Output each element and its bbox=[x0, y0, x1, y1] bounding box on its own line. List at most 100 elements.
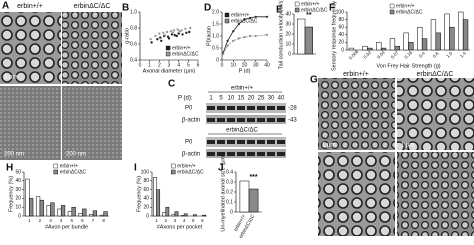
bar bbox=[174, 211, 179, 217]
x-tick-label: 4 bbox=[60, 218, 63, 223]
panel-letter: H bbox=[6, 163, 13, 174]
x-tick-label: 0.4 bbox=[418, 50, 426, 58]
time-label: 40 bbox=[278, 96, 285, 102]
x-tick-label: 40 bbox=[264, 62, 270, 68]
time-label: 30 bbox=[268, 96, 275, 102]
band bbox=[257, 140, 265, 144]
bar bbox=[367, 47, 373, 51]
x-tick-label: 5 bbox=[71, 218, 74, 223]
point bbox=[158, 32, 161, 35]
y-axis-label: P0/actin bbox=[206, 26, 212, 46]
time-label: 15 bbox=[238, 96, 245, 102]
point bbox=[237, 37, 240, 40]
x-tick-label: 0.008 bbox=[348, 49, 360, 61]
y-tick-label: 0.5 bbox=[212, 45, 219, 51]
y-tick-label: 100 bbox=[336, 9, 345, 15]
row-label: β-actin bbox=[182, 152, 200, 158]
x-tick-label: 1 bbox=[28, 218, 31, 223]
bar bbox=[39, 199, 44, 217]
x-tick-label: 1.0 bbox=[445, 50, 453, 58]
x-tick-label: 6 bbox=[81, 218, 84, 223]
band bbox=[247, 118, 255, 122]
point bbox=[184, 27, 187, 30]
x-tick-label: 3 bbox=[174, 218, 177, 223]
band bbox=[267, 106, 275, 110]
y-tick-label: 20 bbox=[15, 196, 21, 202]
blot bbox=[206, 103, 286, 113]
legend-swatch bbox=[389, 9, 395, 15]
panel-letter: B bbox=[122, 3, 129, 14]
point bbox=[180, 29, 183, 32]
scale-label: 1 µm bbox=[401, 143, 414, 149]
x-tick-label: 0 bbox=[139, 62, 142, 68]
label: erbin+/+ bbox=[343, 71, 369, 78]
band bbox=[207, 118, 215, 122]
bar bbox=[57, 208, 62, 217]
bar bbox=[389, 38, 396, 51]
size-label: -43 bbox=[288, 118, 297, 124]
legend-label: erbin+/+ bbox=[60, 163, 78, 169]
point bbox=[265, 15, 269, 18]
point bbox=[173, 34, 176, 37]
band bbox=[257, 118, 265, 122]
point bbox=[160, 39, 163, 42]
panel-letter: I bbox=[134, 163, 137, 174]
y-tick-label: 80 bbox=[143, 178, 149, 184]
point bbox=[154, 34, 157, 38]
band bbox=[247, 152, 255, 156]
band bbox=[217, 118, 225, 122]
legend-swatch bbox=[224, 12, 230, 18]
bar bbox=[376, 42, 382, 51]
y-tick-label: 50 bbox=[15, 169, 21, 175]
legend-swatch bbox=[294, 1, 300, 7]
x-tick-label: 10 bbox=[230, 62, 236, 68]
y-tick-label: 30 bbox=[285, 21, 291, 27]
time-label: 1 bbox=[209, 96, 213, 102]
band bbox=[277, 152, 285, 156]
bar bbox=[202, 214, 206, 217]
bar bbox=[193, 214, 197, 217]
y-tick-label: 0.3 bbox=[226, 179, 233, 185]
band bbox=[277, 118, 285, 122]
legend-label: erbin+/+ bbox=[231, 12, 249, 18]
row-label: P0 bbox=[185, 140, 193, 146]
y-tick-label: 10 bbox=[15, 205, 21, 211]
y-tick-label: 0.2 bbox=[226, 189, 233, 195]
band bbox=[217, 140, 225, 144]
legend-swatch bbox=[171, 169, 176, 175]
x-tick-label: 1.4 bbox=[459, 50, 467, 58]
y-tick-label: 0 bbox=[146, 213, 149, 219]
legend-swatch bbox=[165, 45, 171, 51]
bar bbox=[25, 178, 30, 217]
time-label: 20 bbox=[248, 96, 255, 102]
bar bbox=[239, 180, 250, 213]
y-axis-label: Sensory response frequency (%) bbox=[331, 0, 337, 71]
point bbox=[172, 29, 176, 32]
x-axis-label: #Axon per bundle bbox=[45, 224, 88, 230]
annotation: *** bbox=[249, 174, 257, 181]
point bbox=[222, 52, 225, 56]
bar bbox=[408, 42, 414, 51]
bar bbox=[162, 212, 167, 217]
point bbox=[232, 30, 235, 33]
point bbox=[171, 31, 175, 34]
bar bbox=[89, 213, 94, 217]
x-axis-label: #Axons per pocket bbox=[157, 224, 203, 230]
y-tick-label: 1.5 bbox=[212, 21, 219, 27]
band bbox=[217, 152, 225, 156]
bar bbox=[78, 213, 83, 217]
band bbox=[237, 118, 245, 122]
bar bbox=[435, 32, 441, 51]
panel-letter: C bbox=[168, 79, 175, 90]
bar bbox=[348, 47, 355, 51]
x-tick-label: 2 bbox=[39, 218, 42, 223]
x-axis-label: P (d) bbox=[239, 68, 251, 74]
band bbox=[227, 152, 235, 156]
band bbox=[237, 106, 245, 110]
point bbox=[162, 31, 165, 34]
point bbox=[181, 33, 184, 36]
point bbox=[254, 34, 257, 38]
legend-label: erbin+/+ bbox=[301, 1, 319, 7]
blot bbox=[206, 115, 286, 124]
bar bbox=[403, 32, 409, 51]
